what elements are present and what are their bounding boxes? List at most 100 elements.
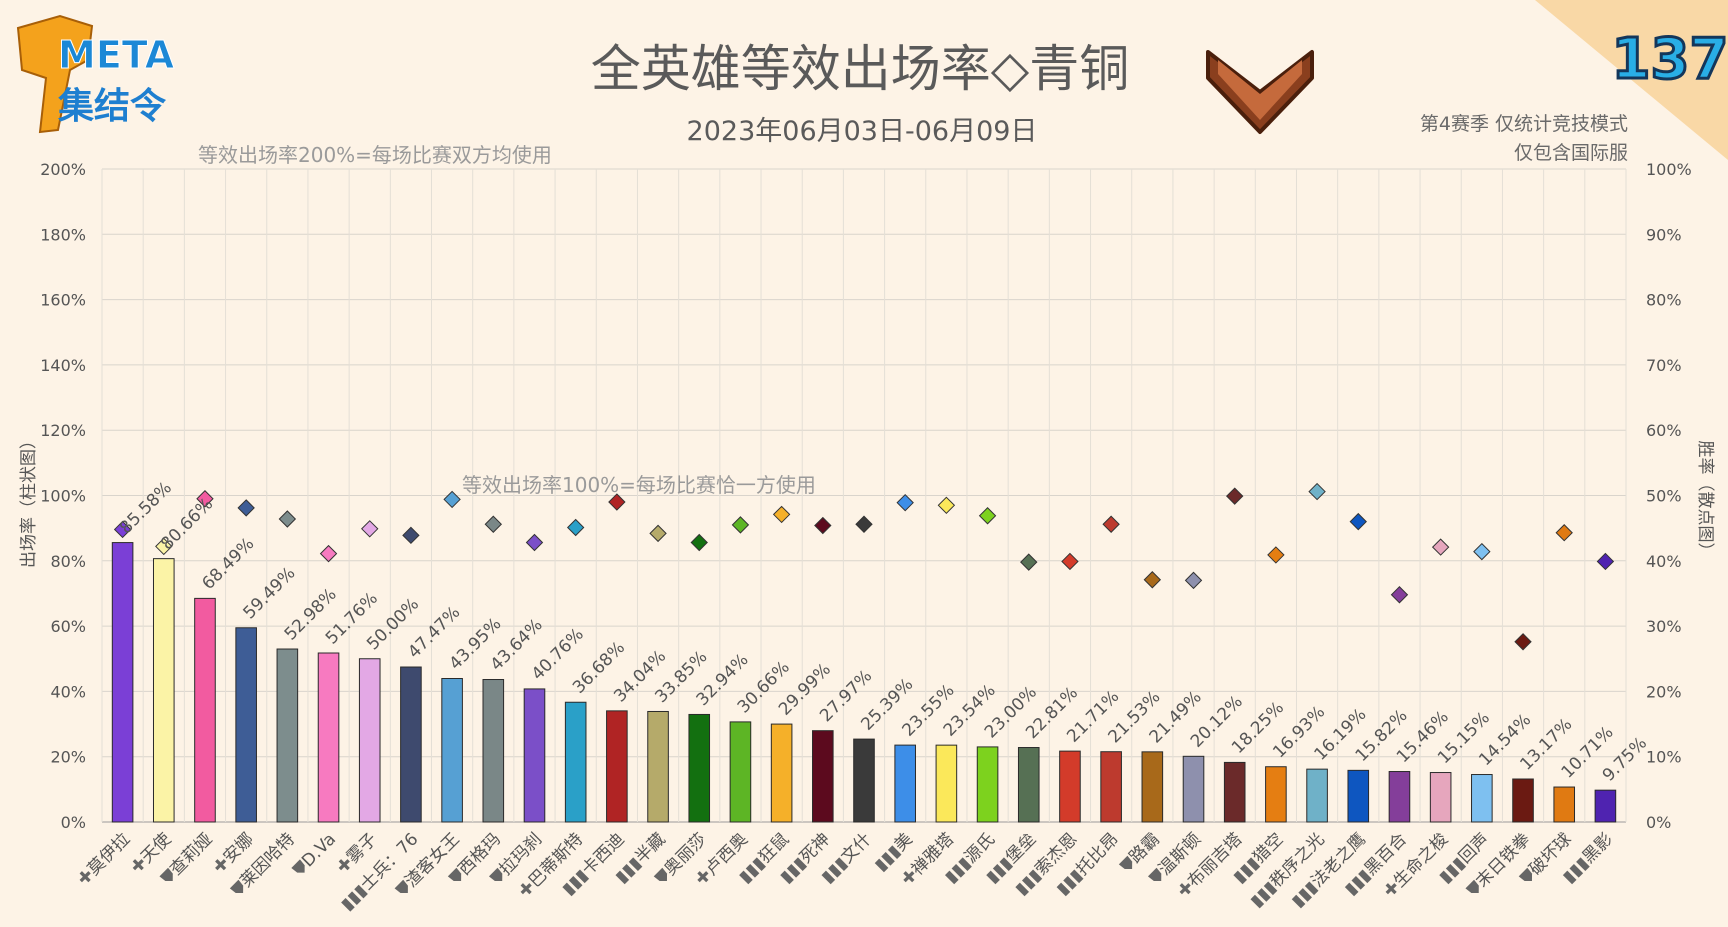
bar xyxy=(1059,750,1081,823)
y-tick-left: 80% xyxy=(50,552,86,571)
bar xyxy=(235,627,257,823)
annotation-100: 等效出场率100%=每场比赛恰一方使用 xyxy=(462,473,816,497)
bar xyxy=(152,558,175,823)
bar xyxy=(770,723,793,823)
bar xyxy=(400,666,422,823)
note-server: 仅包含国际服 xyxy=(1514,142,1628,164)
winrate-marker xyxy=(113,520,132,539)
logo-subtitle: 集结令 xyxy=(57,86,167,127)
bar xyxy=(111,542,134,823)
y-tick-right: 80% xyxy=(1646,291,1682,310)
bar xyxy=(523,688,546,823)
winrate-marker xyxy=(814,516,832,535)
annotation-200: 等效出场率200%=每场比赛双方均使用 xyxy=(198,143,552,167)
winrate-marker xyxy=(443,490,461,509)
y-tick-right: 90% xyxy=(1646,225,1682,244)
winrate-marker xyxy=(402,526,420,545)
bar xyxy=(1141,751,1164,823)
y-tick-right: 70% xyxy=(1646,356,1682,375)
winrate-marker xyxy=(772,505,791,524)
winrate-marker xyxy=(566,518,585,537)
winrate-marker xyxy=(1431,538,1450,556)
grid xyxy=(101,168,1627,823)
bar xyxy=(976,746,999,823)
y-tick-left: 100% xyxy=(40,487,86,506)
bar xyxy=(1017,747,1040,823)
y-axis-right-label: 胜率（散点图） xyxy=(1695,441,1715,560)
bar xyxy=(564,701,587,823)
bar xyxy=(1223,761,1246,823)
y-tick-left: 180% xyxy=(40,225,86,244)
bar xyxy=(1429,772,1452,823)
bar xyxy=(482,679,505,823)
winrate-marker xyxy=(978,507,997,525)
winrate-marker xyxy=(1184,571,1203,590)
megaphone-icon xyxy=(16,14,94,134)
y-tick-left: 200% xyxy=(40,160,86,179)
bar xyxy=(1347,769,1370,823)
winrate-marker xyxy=(361,520,379,538)
winrate-marker xyxy=(608,493,626,511)
bar xyxy=(1553,786,1576,823)
y-tick-left: 40% xyxy=(50,682,86,701)
y-axis-left-label: 出场率（柱状图） xyxy=(19,432,39,568)
bar xyxy=(606,710,628,823)
y-tick-right: 40% xyxy=(1646,552,1682,571)
winrate-marker xyxy=(690,533,708,552)
winrate-marker xyxy=(937,496,956,515)
winrate-marker xyxy=(731,516,750,534)
y-tick-right: 0% xyxy=(1646,813,1671,832)
y-tick-right: 60% xyxy=(1646,421,1682,440)
winrate-marker xyxy=(1555,524,1573,542)
bar xyxy=(812,730,834,823)
bar xyxy=(688,713,711,823)
winrate-marker xyxy=(1349,512,1367,531)
winrate-markers xyxy=(113,482,1615,651)
bar xyxy=(276,648,299,823)
y-tick-left: 0% xyxy=(61,813,86,832)
winrate-marker xyxy=(1308,482,1326,501)
issue-number: 137 xyxy=(1612,27,1728,92)
bar xyxy=(441,678,463,823)
y-tick-right: 100% xyxy=(1646,160,1692,179)
winrate-marker xyxy=(1514,633,1532,651)
winrate-marker xyxy=(155,537,173,556)
winrate-marker xyxy=(319,544,338,563)
bar xyxy=(894,744,916,823)
winrate-marker xyxy=(649,524,667,543)
winrate-marker xyxy=(1390,586,1409,604)
bar xyxy=(935,744,958,823)
winrate-marker xyxy=(1267,546,1285,564)
bar xyxy=(1306,768,1328,823)
chart-title: 全英雄等效出场率◇青铜 xyxy=(591,40,1129,98)
y-tick-right: 30% xyxy=(1646,617,1682,636)
winrate-marker xyxy=(525,533,544,552)
winrate-marker xyxy=(1020,553,1038,571)
winrate-marker xyxy=(1143,571,1162,589)
bar xyxy=(1594,789,1617,823)
bars xyxy=(111,542,1617,823)
bar xyxy=(1265,766,1287,823)
y-tick-left: 160% xyxy=(40,291,86,310)
y-tick-right: 10% xyxy=(1646,748,1682,767)
winrate-marker xyxy=(278,510,297,528)
date-range: 2023年06月03日-06月09日 xyxy=(687,116,1038,147)
winrate-marker xyxy=(1225,487,1244,505)
winrate-marker xyxy=(237,499,255,517)
y-tick-left: 140% xyxy=(40,356,86,375)
winrate-marker xyxy=(1102,515,1120,533)
winrate-marker xyxy=(484,515,503,533)
winrate-marker xyxy=(1473,542,1491,561)
bar xyxy=(1100,751,1122,823)
bar xyxy=(1182,755,1205,823)
y-axis-left: 0% 20% 40% 60% 80% 100% 120% 140% 160% 180% 200% xyxy=(40,160,86,832)
bar xyxy=(1471,774,1493,823)
bar xyxy=(647,710,669,823)
y-tick-left: 60% xyxy=(50,617,86,636)
y-tick-right: 50% xyxy=(1646,487,1682,506)
note-season: 第4赛季 仅统计竞技模式 xyxy=(1420,113,1628,135)
winrate-marker xyxy=(896,493,914,512)
bar xyxy=(853,738,875,823)
